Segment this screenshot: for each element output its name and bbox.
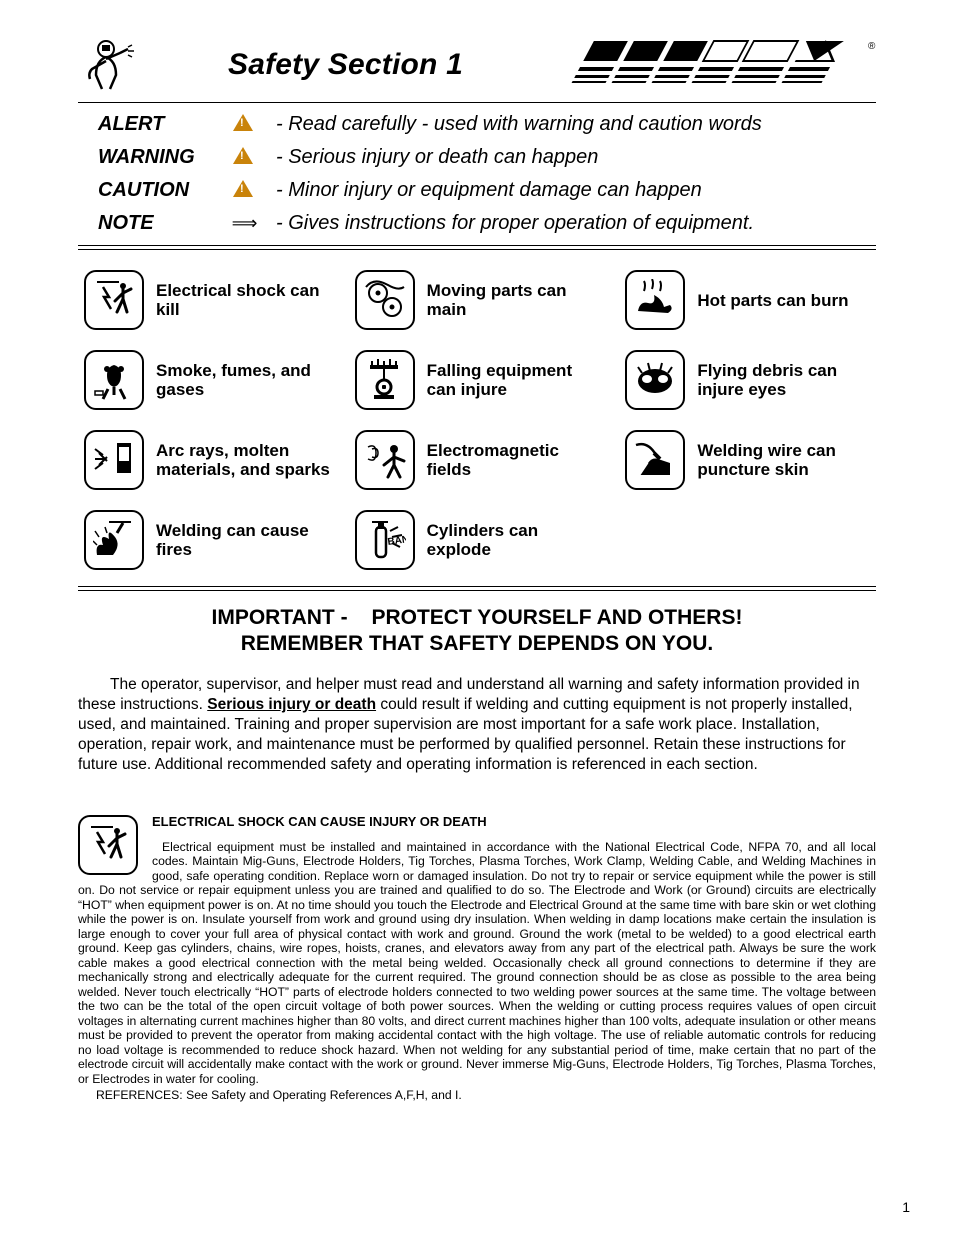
def-text: - Read carefully - used with warning and… — [258, 113, 762, 136]
arrow-right-icon: ⟹ — [228, 213, 258, 234]
page-number: 1 — [902, 1199, 910, 1215]
hazard-label: Welding can cause fires — [144, 521, 335, 559]
hazard-shock: Electrical shock can kill — [84, 270, 335, 330]
hazard-label: Electromagnetic fields — [415, 441, 606, 479]
hazard-label: Smoke, fumes, and gases — [144, 361, 335, 399]
def-text: - Serious injury or death can happen — [258, 146, 598, 169]
hazard-label: Arc rays, molten materials, and sparks — [144, 441, 335, 479]
def-row-note: NOTE ⟹ - Gives instructions for proper o… — [98, 212, 876, 235]
detail-electrical-shock: ELECTRICAL SHOCK CAN CAUSE INJURY OR DEA… — [78, 815, 876, 1103]
def-term: NOTE — [98, 212, 228, 235]
hazard-fire: Welding can cause fires — [84, 510, 335, 570]
goggles-icon — [625, 350, 685, 410]
important-line1: PROTECT YOURSELF AND OTHERS! — [371, 606, 742, 629]
def-term: WARNING — [98, 146, 228, 169]
def-row-caution: CAUTION - Minor injury or equipment dama… — [98, 179, 876, 202]
hazard-wire: Welding wire can puncture skin — [625, 430, 876, 490]
fumes-icon — [84, 350, 144, 410]
brand-logo-icon: ® — [546, 37, 876, 93]
page-header: Safety Section 1 — [78, 30, 876, 100]
shock-icon — [84, 270, 144, 330]
hazard-falling: Falling equipment can injure — [355, 350, 606, 410]
rule — [78, 586, 876, 591]
shock-icon — [78, 815, 138, 875]
puncture-icon — [625, 430, 685, 490]
def-row-alert: ALERT - Read carefully - used with warni… — [98, 113, 876, 136]
welder-mascot-icon — [78, 35, 138, 95]
hazard-label: Welding wire can puncture skin — [685, 441, 876, 479]
hazard-label: Falling equipment can injure — [415, 361, 606, 399]
falling-load-icon — [355, 350, 415, 410]
hazard-label: Hot parts can burn — [685, 291, 848, 310]
cylinder-explode-icon — [355, 510, 415, 570]
hazard-arc: Arc rays, molten materials, and sparks — [84, 430, 335, 490]
hazard-grid: Electrical shock can kill Moving parts c… — [78, 256, 876, 580]
fire-icon — [84, 510, 144, 570]
intro-paragraph: The operator, supervisor, and helper mus… — [78, 675, 876, 775]
hazard-label: Cylinders can explode — [415, 521, 606, 559]
hazard-emf: Electromagnetic fields — [355, 430, 606, 490]
def-text: - Minor injury or equipment damage can h… — [258, 179, 702, 202]
hazard-moving: Moving parts can main — [355, 270, 606, 330]
page-title: Safety Section 1 — [138, 48, 546, 82]
emphasis-text: Serious injury or death — [207, 696, 376, 713]
detail-title: ELECTRICAL SHOCK CAN CAUSE INJURY OR DEA… — [78, 815, 876, 830]
alert-triangle-icon — [228, 147, 258, 169]
important-line2: REMEMBER THAT SAFETY DEPENDS ON YOU. — [241, 632, 714, 655]
gears-icon — [355, 270, 415, 330]
def-term: CAUTION — [98, 179, 228, 202]
svg-text:®: ® — [868, 41, 876, 52]
rule — [78, 245, 876, 250]
detail-references: REFERENCES: See Safety and Operating Ref… — [78, 1088, 876, 1103]
def-text: - Gives instructions for proper operatio… — [258, 212, 754, 235]
emf-icon — [355, 430, 415, 490]
alert-triangle-icon — [228, 114, 258, 136]
important-heading: IMPORTANT - PROTECT YOURSELF AND OTHERS!… — [178, 605, 776, 657]
def-term: ALERT — [98, 113, 228, 136]
hazard-debris: Flying debris can injure eyes — [625, 350, 876, 410]
rule — [78, 102, 876, 103]
hazard-label: Electrical shock can kill — [144, 281, 335, 319]
hazard-label: Flying debris can injure eyes — [685, 361, 876, 399]
definitions-list: ALERT - Read carefully - used with warni… — [78, 113, 876, 235]
arc-rays-icon — [84, 430, 144, 490]
important-lead: IMPORTANT — [212, 606, 335, 629]
hot-surface-icon — [625, 270, 685, 330]
detail-paragraph: Electrical equipment must be installed a… — [78, 840, 876, 1087]
hazard-fumes: Smoke, fumes, and gases — [84, 350, 335, 410]
hazard-hot: Hot parts can burn — [625, 270, 876, 330]
alert-triangle-icon — [228, 180, 258, 202]
hazard-cylinder: Cylinders can explode — [355, 510, 606, 570]
hazard-label: Moving parts can main — [415, 281, 606, 319]
def-row-warning: WARNING - Serious injury or death can ha… — [98, 146, 876, 169]
